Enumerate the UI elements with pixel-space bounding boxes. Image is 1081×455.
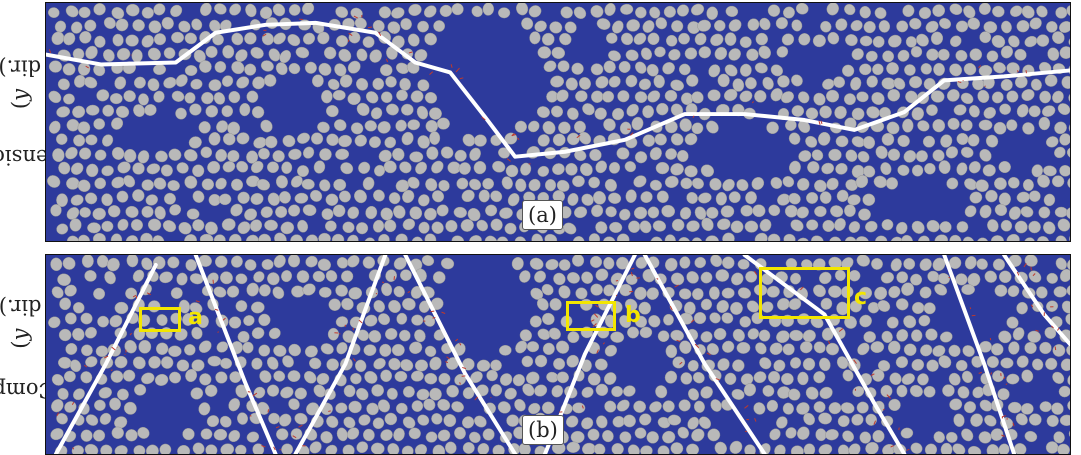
compression-kink-band-6 xyxy=(642,255,767,454)
compression-damage-marks-6 xyxy=(656,278,757,454)
highlight-box-b xyxy=(566,301,616,331)
panel-a-caption: (a) xyxy=(522,200,563,230)
compression-microstructure-image xyxy=(48,255,1070,454)
compression-microstructure-panel: a b c (b) xyxy=(45,254,1071,455)
compression-kink-band-3 xyxy=(293,255,388,454)
compression-damage-marks-3 xyxy=(292,276,395,447)
compression-damage-marks-8 xyxy=(948,276,1015,437)
tension-microstructure-panel: (a) xyxy=(45,2,1071,242)
tension-fibres xyxy=(47,3,1070,241)
highlight-label-c: c xyxy=(854,285,868,310)
tension-damage-marks xyxy=(48,15,1027,165)
compression-damage-marks-9 xyxy=(1016,263,1060,351)
compression-damage-marks-1 xyxy=(56,292,152,450)
panel-b-caption: (b) xyxy=(522,415,564,445)
compression-damage-marks-5 xyxy=(558,267,640,413)
compression-kink-band-4 xyxy=(403,255,518,454)
compression-damage-marks-4 xyxy=(407,291,492,401)
highlight-box-a xyxy=(139,307,181,332)
compression-row-label: Comp. (y dir.) xyxy=(0,294,55,402)
tension-row-label: Tension (y dir.) xyxy=(0,55,62,169)
highlight-label-b: b xyxy=(625,303,641,328)
highlight-label-a: a xyxy=(188,305,203,330)
compression-kink-band-8 xyxy=(942,255,1017,454)
compression-damage-marks-7 xyxy=(753,270,910,451)
compression-kink-band-7 xyxy=(742,255,907,454)
tension-crack-path xyxy=(46,20,1070,159)
compression-kink-band-2 xyxy=(193,255,278,454)
highlight-box-c xyxy=(759,267,850,319)
compression-fibres xyxy=(48,255,1070,454)
compression-kink-band-1 xyxy=(53,262,158,454)
tension-microstructure-image xyxy=(46,3,1070,241)
compression-damage-marks-2 xyxy=(195,279,282,451)
